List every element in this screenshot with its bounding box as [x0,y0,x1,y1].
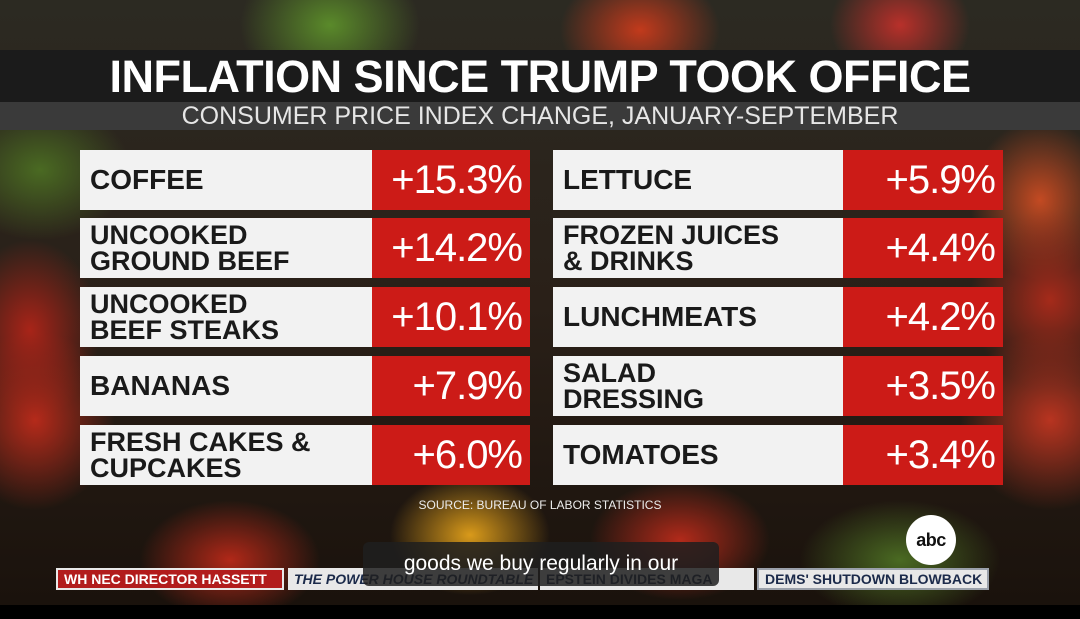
price-row: COFFEE +15.3% [80,150,530,210]
item-change: +3.5% [843,356,1003,416]
bottom-border [0,605,1080,619]
ticker-current-segment: WH NEC DIRECTOR HASSETT [56,568,284,590]
item-change: +4.4% [843,218,1003,278]
item-change: +5.9% [843,150,1003,210]
item-change: +14.2% [372,218,530,278]
ticker-item: DEMS' SHUTDOWN BLOWBACK [757,568,989,590]
item-change: +3.4% [843,425,1003,485]
item-label: LETTUCE [553,150,843,210]
price-row: SALAD DRESSING +3.5% [553,356,1003,416]
price-row: TOMATOES +3.4% [553,425,1003,485]
abc-logo: abc [906,515,956,565]
price-row: UNCOOKED BEEF STEAKS +10.1% [80,287,530,347]
item-label: UNCOOKED BEEF STEAKS [80,287,372,347]
price-row: LETTUCE +5.9% [553,150,1003,210]
item-label: COFFEE [80,150,372,210]
item-label: UNCOOKED GROUND BEEF [80,218,372,278]
item-change: +4.2% [843,287,1003,347]
item-label: SALAD DRESSING [553,356,843,416]
item-label: BANANAS [80,356,372,416]
source-credit: SOURCE: BUREAU OF LABOR STATISTICS [418,498,662,512]
price-row: LUNCHMEATS +4.2% [553,287,1003,347]
item-change: +15.3% [372,150,530,210]
graphic-title: INFLATION SINCE TRUMP TOOK OFFICE [109,51,972,102]
price-row: FROZEN JUICES & DRINKS +4.4% [553,218,1003,278]
title-bar [0,50,1080,102]
item-label: TOMATOES [553,425,843,485]
subtitle-bar [0,102,1080,130]
item-change: +6.0% [372,425,530,485]
item-change: +10.1% [372,287,530,347]
item-change: +7.9% [372,356,530,416]
price-row: FRESH CAKES & CUPCAKES +6.0% [80,425,530,485]
item-label: FRESH CAKES & CUPCAKES [80,425,372,485]
item-label: FROZEN JUICES & DRINKS [553,218,843,278]
closed-caption: goods we buy regularly in our [363,542,719,586]
price-row: BANANAS +7.9% [80,356,530,416]
graphic-subtitle: CONSUMER PRICE INDEX CHANGE, JANUARY-SEP… [181,102,899,130]
price-row: UNCOOKED GROUND BEEF +14.2% [80,218,530,278]
item-label: LUNCHMEATS [553,287,843,347]
